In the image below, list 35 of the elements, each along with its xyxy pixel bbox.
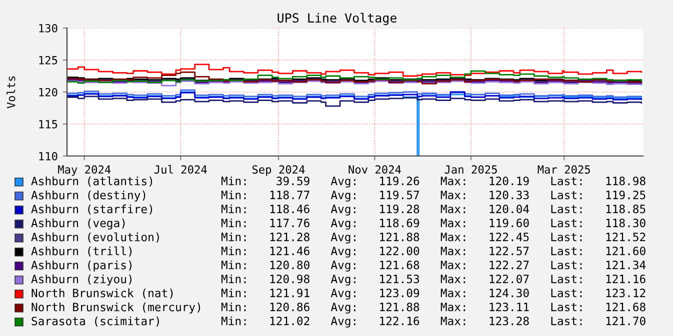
text: Min: 121.02 Avg: 122.16 Max: 123.28 Last: 121.70 <box>221 316 646 328</box>
text: Min: 120.86 Avg: 121.88 Max: 123.11 Last: 121.68 <box>221 302 646 314</box>
legend-label: Ashburn (vega) <box>31 218 125 230</box>
chart-title: UPS Line Voltage <box>278 12 396 26</box>
legend-label: Ashburn (trill) <box>31 246 132 257</box>
text: Min: 39.59 Avg: 119.26 Max: 120.19 Last: 118.98 <box>221 176 646 188</box>
legend-label: Sarasota (scimitar) <box>32 316 159 327</box>
x-tick-label: Mar 2025 <box>538 165 590 174</box>
text: Min: 121.91 Avg: 123.09 Max: 124.30 Last: 123.12 <box>221 288 646 300</box>
y-tick-label: 130 <box>39 24 58 32</box>
legend-label: North Brunswick (mercury) <box>32 302 200 314</box>
text: Min: 118.77 Avg: 119.57 Max: 120.33 Last: 119.25 <box>221 190 646 202</box>
legend-label: Ashburn (paris) <box>31 260 132 272</box>
y-tick-label: 110 <box>39 152 58 160</box>
y-axis-title: Volts <box>6 76 16 108</box>
text: Min: 121.28 Avg: 121.88 Max: 122.45 Last: 121.52 <box>221 232 646 244</box>
x-tick-label: Jul 2024 <box>154 165 207 174</box>
text: Min: 120.80 Avg: 121.68 Max: 122.27 Last: 121.34 <box>221 260 646 272</box>
text: Min: 121.46 Avg: 122.00 Max: 122.57 Last: 121.60 <box>221 246 646 258</box>
y-tick-label: 125 <box>39 56 58 64</box>
y-tick-label: 115 <box>39 120 58 128</box>
legend-label: Ashburn (atlantis) <box>31 176 152 187</box>
text: Min: 117.76 Avg: 118.69 Max: 119.60 Last: 118.30 <box>221 218 646 230</box>
legend-label: North Brunswick (nat) <box>32 288 173 299</box>
legend-label: Ashburn (evolution) <box>31 232 159 243</box>
legend-label: Ashburn (destiny) <box>31 190 146 202</box>
x-tick-label: Jan 2025 <box>444 165 497 174</box>
legend-label: Ashburn (ziyou) <box>31 274 132 286</box>
x-tick-label: Nov 2024 <box>348 165 401 174</box>
legend-label: Ashburn (starfire) <box>31 204 152 215</box>
y-tick-label: 120 <box>39 88 58 96</box>
text: Min: 118.46 Avg: 119.28 Max: 120.04 Last: 118.85 <box>221 204 646 216</box>
text: Min: 120.98 Avg: 121.53 Max: 122.07 Last: 121.16 <box>221 274 646 286</box>
x-tick-label: May 2024 <box>58 165 111 176</box>
x-tick-label: Sep 2024 <box>252 165 305 176</box>
